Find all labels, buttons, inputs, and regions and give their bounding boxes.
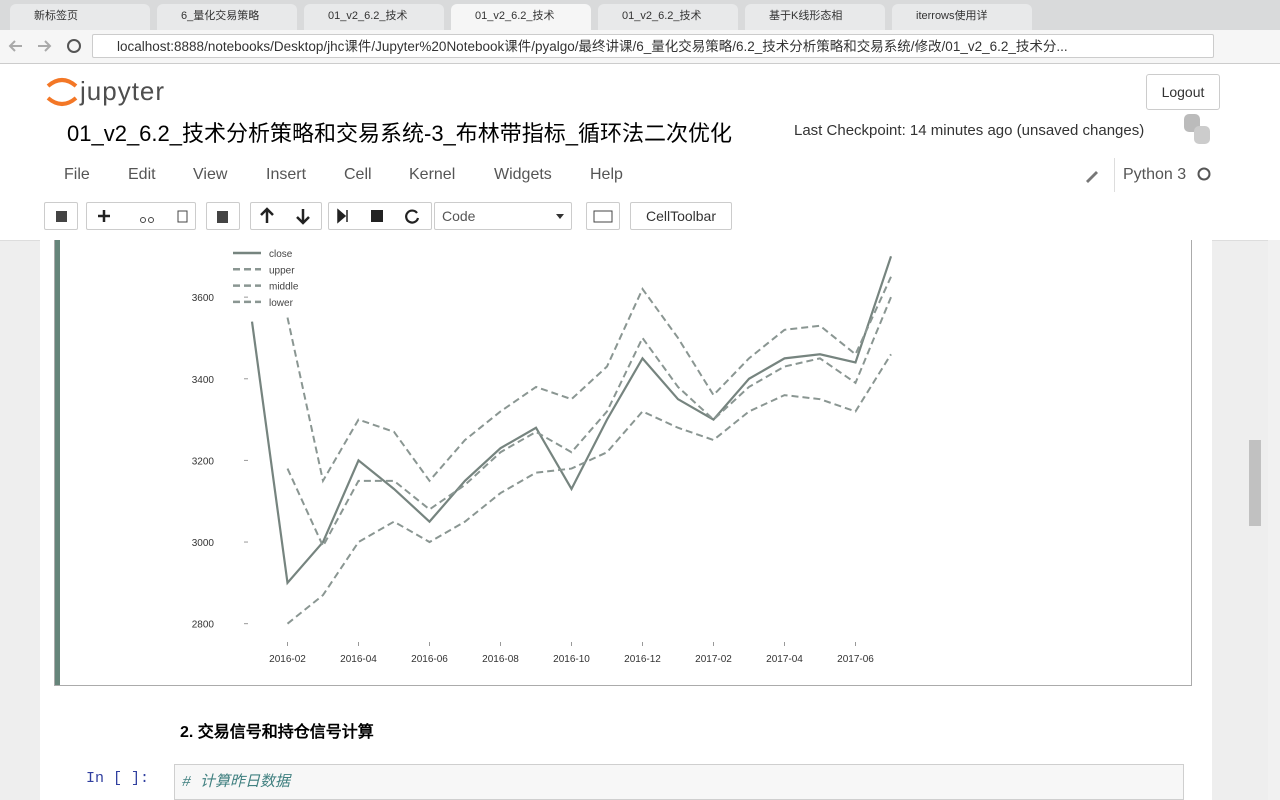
browser-tab[interactable]: 01_v2_6.2_技术 xyxy=(598,4,738,30)
browser-tab[interactable]: iterrows使用详 xyxy=(892,4,1032,30)
series-line xyxy=(250,255,893,586)
back[interactable] xyxy=(8,40,22,52)
scroll-thumb[interactable] xyxy=(1249,440,1261,526)
forward[interactable] xyxy=(38,40,52,52)
browser-tab[interactable]: 新标签页 xyxy=(10,4,150,30)
menu-item[interactable]: Kernel xyxy=(409,166,456,183)
legend-label: lower xyxy=(269,298,294,309)
series-line xyxy=(286,353,892,625)
browser-tab[interactable]: 基于K线形态相 xyxy=(745,4,885,30)
code-prompt: In [ ]: xyxy=(86,770,150,787)
logo-icon xyxy=(46,78,78,106)
x-tick-label: 2016-08 xyxy=(482,654,519,665)
x-tick-label: 2016-12 xyxy=(624,654,661,665)
divider xyxy=(1114,158,1115,192)
y-tick-label: 3000 xyxy=(192,538,215,549)
output-cell xyxy=(54,240,1192,686)
cell-toolbar-button[interactable]: CellToolbar xyxy=(630,202,732,230)
kernel-indicator xyxy=(1197,167,1211,181)
python-logo xyxy=(1184,114,1210,144)
url-field[interactable]: localhost:8888/notebooks/Desktop/jhc课件/J… xyxy=(92,34,1214,58)
kernel-name: Python 3 xyxy=(1123,166,1187,183)
series-line xyxy=(286,296,892,549)
nav-icons xyxy=(8,39,81,53)
browser-tab[interactable]: 6_量化交易策略 xyxy=(157,4,297,30)
menu-item[interactable]: View xyxy=(193,166,228,183)
selected-bar xyxy=(55,240,60,685)
y-tick-label: 3200 xyxy=(192,456,215,467)
x-tick-label: 2017-06 xyxy=(837,654,874,665)
x-tick-label: 2017-04 xyxy=(766,654,803,665)
logo-text: jupyter xyxy=(80,76,166,106)
legend-label: upper xyxy=(269,265,295,276)
code-comment: # 计算昨日数据 xyxy=(182,774,291,791)
logout-button[interactable]: Logout xyxy=(1146,74,1220,110)
scrollbar[interactable] xyxy=(1268,240,1280,800)
browser-tab[interactable]: 01_v2_6.2_技术 xyxy=(451,4,591,30)
toolbar-icons xyxy=(56,207,613,225)
menu-item[interactable]: Widgets xyxy=(494,166,552,183)
menu-item[interactable]: File xyxy=(64,166,90,183)
legend-label: close xyxy=(269,249,293,260)
edit-icon xyxy=(1086,171,1098,183)
menu-item[interactable]: Insert xyxy=(266,166,307,183)
y-tick-label: 3600 xyxy=(192,293,215,304)
browser-tab[interactable]: 01_v2_6.2_技术 xyxy=(304,4,444,30)
menu-item[interactable]: Cell xyxy=(344,166,372,183)
y-tick-label: 3400 xyxy=(192,375,215,386)
x-tick-label: 2016-02 xyxy=(269,654,306,665)
move-buttons[interactable] xyxy=(250,202,322,230)
keyboard-button[interactable] xyxy=(586,202,620,230)
cell-type-select[interactable]: Code xyxy=(434,202,572,230)
x-tick-label: 2017-02 xyxy=(695,654,732,665)
x-tick-label: 2016-06 xyxy=(411,654,448,665)
legend-label: middle xyxy=(269,282,299,293)
markdown-heading: 2. 交易信号和持仓信号计算 xyxy=(180,724,374,741)
x-tick-label: 2016-04 xyxy=(340,654,377,665)
x-tick-label: 2016-10 xyxy=(553,654,590,665)
reload[interactable] xyxy=(67,39,81,53)
menu-item[interactable]: Help xyxy=(590,166,623,183)
series-line xyxy=(286,276,892,484)
y-tick-label: 2800 xyxy=(192,620,215,631)
notebook-title[interactable]: 01_v2_6.2_技术分析策略和交易系统-3_布林带指标_循环法二次优化 xyxy=(67,121,733,146)
checkpoint: Last Checkpoint: 14 minutes ago (unsaved… xyxy=(794,122,1145,139)
menu-item[interactable]: Edit xyxy=(128,166,156,183)
